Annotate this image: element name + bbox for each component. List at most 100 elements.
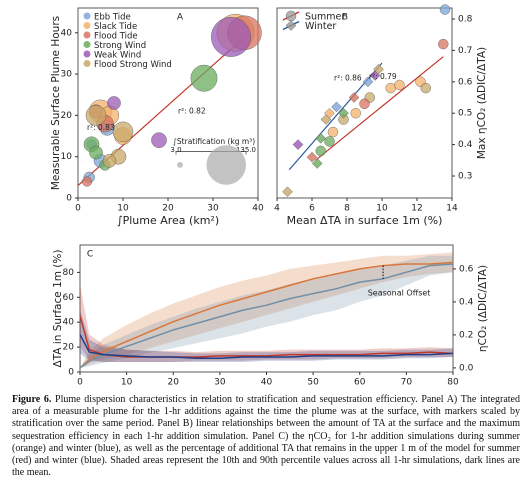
legend-marker bbox=[83, 50, 91, 58]
size-legend-bracket bbox=[175, 151, 247, 155]
y2-tick-label: 0.2 bbox=[459, 330, 473, 340]
data-point bbox=[348, 92, 360, 103]
y-tick-label: 80 bbox=[63, 268, 75, 278]
legend-label: Summer bbox=[305, 12, 345, 23]
y-tick-label: 0.5 bbox=[458, 109, 472, 119]
y2-tick-label: 0.0 bbox=[459, 363, 474, 373]
data-point bbox=[112, 121, 134, 143]
y2-axis-label: ηCO₂ (ΔDIC/ΔTA) bbox=[477, 265, 489, 352]
data-point bbox=[385, 82, 396, 94]
legend-label: Ebb Tide bbox=[94, 13, 131, 23]
data-point bbox=[331, 101, 342, 113]
x-tick-label: 14 bbox=[446, 204, 458, 214]
panel-label: C bbox=[87, 250, 93, 260]
x-tick-label: 12 bbox=[411, 204, 422, 214]
y2-tick-label: 0.6 bbox=[459, 264, 474, 274]
y-tick-label: 40 bbox=[63, 318, 75, 328]
legend-label: Winter bbox=[305, 21, 336, 32]
x-tick-label: 40 bbox=[252, 204, 264, 214]
data-point bbox=[315, 145, 326, 157]
data-point bbox=[211, 16, 251, 57]
x-tick-label: 20 bbox=[168, 378, 180, 388]
x-tick-label: 10 bbox=[121, 378, 133, 388]
caption-text: Plume dispersion characteristics in rela… bbox=[12, 394, 520, 479]
annotation: r²: 0.83 bbox=[87, 123, 115, 132]
annotation: r²: 0.79 bbox=[369, 72, 397, 81]
y-tick-label: 40 bbox=[61, 28, 73, 38]
x-tick-label: 4 bbox=[274, 204, 280, 214]
size-legend-circle bbox=[177, 162, 183, 168]
data-point bbox=[438, 38, 449, 50]
x-tick-label: 0 bbox=[75, 204, 81, 214]
y-tick-label: 10 bbox=[61, 152, 73, 162]
legend-marker bbox=[83, 12, 91, 20]
mean-line bbox=[79, 334, 454, 360]
mean-line bbox=[79, 261, 454, 369]
y-tick-label: 0.8 bbox=[458, 14, 473, 24]
data-point bbox=[311, 158, 323, 169]
size-legend-title: ∫Stratification (kg m³) bbox=[173, 137, 255, 146]
data-point bbox=[373, 63, 384, 75]
data-point bbox=[439, 4, 451, 15]
annotation: r²: 0.82 bbox=[178, 106, 206, 115]
x-tick-label: 30 bbox=[207, 204, 219, 214]
x-tick-label: 10 bbox=[376, 204, 388, 214]
x-tick-label: 80 bbox=[447, 378, 459, 388]
y-tick-label: 0.7 bbox=[458, 46, 472, 56]
legend-label: Strong Wind bbox=[94, 41, 146, 51]
data-point bbox=[107, 96, 121, 110]
y-tick-label: 0 bbox=[66, 194, 72, 204]
y-tick-label: 0.6 bbox=[458, 77, 473, 87]
data-point bbox=[292, 139, 304, 150]
mean-line bbox=[79, 315, 454, 358]
data-point bbox=[324, 107, 335, 119]
y-axis-label: Max ηCO₂ (ΔDIC/ΔTA) bbox=[476, 47, 488, 159]
legend-marker bbox=[83, 31, 91, 39]
x-axis-label: Mean ΔTA in surface 1m (%) bbox=[287, 214, 443, 227]
annotation: Seasonal Offset bbox=[368, 288, 431, 297]
plot-frame bbox=[276, 7, 453, 199]
x-axis-label: Time (days) bbox=[233, 388, 299, 390]
data-point bbox=[359, 98, 370, 109]
data-point bbox=[81, 176, 93, 187]
x-tick-label: 20 bbox=[162, 204, 174, 214]
annotation: r²: 0.86 bbox=[334, 74, 362, 83]
panel-label: A bbox=[177, 13, 184, 23]
x-tick-label: 8 bbox=[344, 204, 350, 214]
percentile-band bbox=[80, 255, 453, 368]
x-tick-label: 40 bbox=[261, 378, 273, 388]
x-tick-label: 6 bbox=[309, 204, 315, 214]
data-point bbox=[394, 79, 405, 91]
x-tick-label: 10 bbox=[117, 204, 129, 214]
size-legend-label: 135.0 bbox=[236, 146, 256, 154]
panel-label: B bbox=[342, 13, 348, 23]
data-point bbox=[85, 105, 107, 126]
x-tick-label: 0 bbox=[77, 378, 83, 388]
legend-marker bbox=[285, 20, 297, 31]
data-point bbox=[362, 76, 374, 88]
percentile-band bbox=[80, 252, 453, 368]
y2-tick-label: 0.4 bbox=[459, 297, 474, 307]
y-tick-label: 20 bbox=[63, 343, 75, 353]
data-point bbox=[327, 126, 339, 138]
y-tick-label: 0 bbox=[68, 368, 74, 378]
y-tick-label: 0.3 bbox=[458, 172, 472, 182]
legend-marker bbox=[83, 60, 91, 67]
x-tick-label: 30 bbox=[214, 378, 226, 388]
y-tick-label: 60 bbox=[63, 293, 75, 303]
y-axis-label: Measurable Surface Plume Hours bbox=[50, 16, 62, 190]
x-tick-label: 50 bbox=[307, 378, 319, 388]
legend-marker bbox=[83, 22, 91, 29]
data-point bbox=[315, 133, 327, 144]
y-tick-label: 0.4 bbox=[458, 140, 473, 150]
mean-line bbox=[79, 263, 454, 369]
legend-label: Weak Wind bbox=[94, 51, 141, 61]
y-axis-label: ΔTA in Surface 1m (%) bbox=[52, 250, 64, 368]
data-point bbox=[89, 145, 103, 160]
x-axis-label: ∫Plume Area (km²) bbox=[117, 214, 219, 227]
data-point bbox=[324, 136, 335, 147]
data-point bbox=[102, 154, 117, 168]
fit-line bbox=[315, 56, 444, 161]
